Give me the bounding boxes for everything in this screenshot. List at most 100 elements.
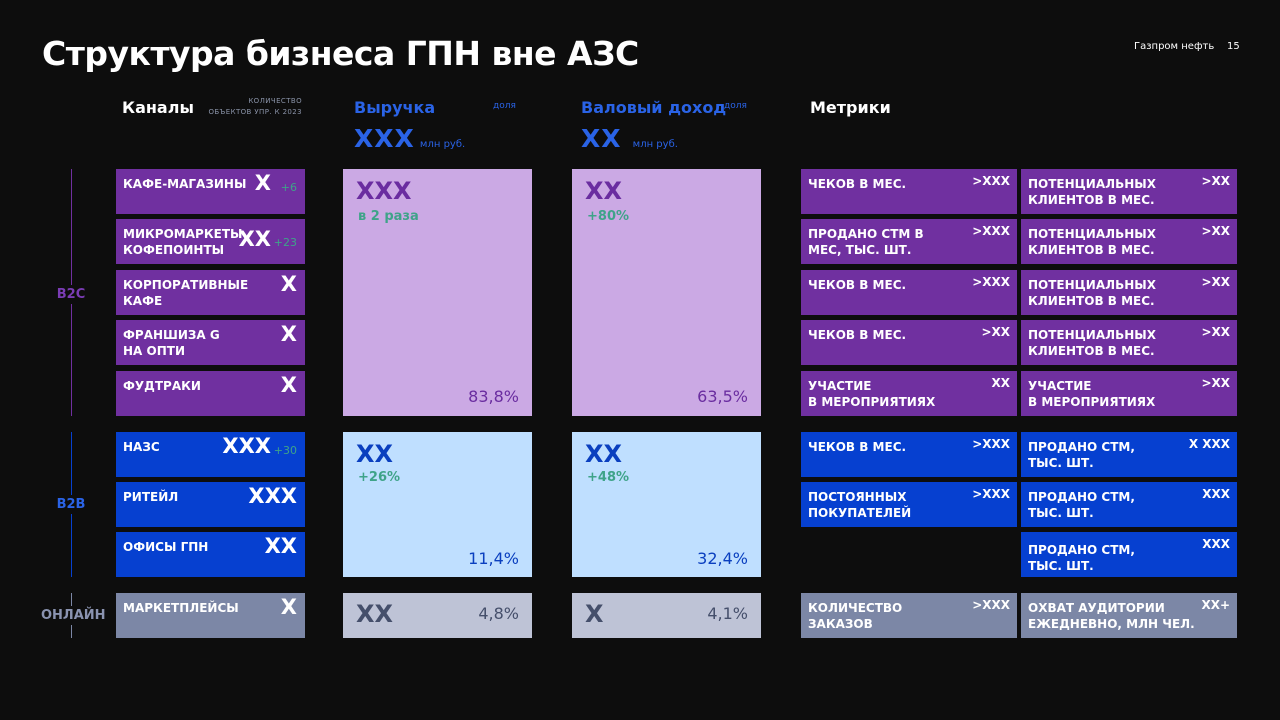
channel-count: Х (280, 373, 297, 397)
gross-online-value: Х (585, 600, 604, 628)
channel-card: Микромаркеты кофепоинты ХХ +23 (116, 219, 305, 264)
channel-name: Фудтраки (123, 379, 201, 393)
gross-heading: Валовый доход (581, 98, 727, 117)
gross-b2b-share: 32,4% (697, 549, 748, 568)
gross-online-share: 4,1% (707, 604, 748, 623)
revenue-heading: Выручка (354, 98, 436, 117)
metric-value: ХХ+ (1201, 598, 1230, 612)
revenue-share-label: доля (493, 101, 516, 111)
revenue-b2c-panel: ХХХ в 2 раза 83,8% (343, 169, 532, 416)
metric-card: Чеков в мес. >ХХХ (801, 432, 1017, 477)
metric-value: >ХХХ (972, 598, 1010, 612)
metric-label: Продано СТМ в мес, тыс. шт. (808, 227, 924, 257)
metric-value: >ХХХ (972, 275, 1010, 289)
channel-count: ХХ (264, 534, 297, 558)
metric-card: Потенциальных клиентов в мес. >ХХ (1021, 219, 1237, 264)
metric-value: >ХХ (981, 325, 1010, 339)
metric-label: Участие в мероприятиях (1028, 379, 1156, 409)
channel-count: ХХХ (248, 484, 297, 508)
channel-name: НАЗС (123, 440, 160, 454)
metric-value: >ХХ (1201, 325, 1230, 339)
metric-label: Продано СТМ, тыс. шт. (1028, 490, 1135, 520)
metric-value: >ХХ (1201, 224, 1230, 238)
gross-b2b-growth: +48% (587, 470, 630, 485)
channel-count: Х (254, 171, 271, 195)
channel-count: Х (280, 272, 297, 296)
metric-label: Потенциальных клиентов в мес. (1028, 328, 1156, 358)
b2b-label: B2B (41, 495, 101, 514)
channel-card: Фудтраки Х (116, 371, 305, 416)
channels-heading: Каналы (122, 98, 194, 117)
brand-label: Газпром нефть (1134, 41, 1215, 52)
gross-b2c-panel: ХХ +80% 63,5% (572, 169, 761, 416)
page-number: 15 (1227, 41, 1240, 52)
gross-b2c-share: 63,5% (697, 387, 748, 406)
metrics-heading: Метрики (810, 98, 891, 117)
metric-label: Постоянных покупателей (808, 490, 912, 520)
metric-value: >ХХХ (972, 487, 1010, 501)
channel-card: Франшиза G на ОПТИ Х (116, 320, 305, 365)
metric-label: Продано СТМ, тыс. шт. (1028, 543, 1135, 573)
channel-count-delta: +23 (273, 236, 297, 249)
channel-card: Корпоративные кафе Х (116, 270, 305, 315)
metric-card: Потенциальных клиентов в мес. >ХХ (1021, 169, 1237, 214)
metric-value: >ХХХ (972, 224, 1010, 238)
channel-card: Маркетплейсы Х (116, 593, 305, 638)
metric-value: >ХХ (1201, 376, 1230, 390)
revenue-b2c-value: ХХХ (356, 177, 412, 205)
gross-b2c-growth: +80% (587, 209, 630, 224)
metric-label: Чеков в мес. (808, 440, 907, 454)
channel-card: НАЗС ХХХ +30 (116, 432, 305, 477)
channel-count: Х (280, 595, 297, 619)
metric-card: Продано СТМ, тыс. шт. ХХХ (1021, 532, 1237, 577)
channel-name: Франшиза G на ОПТИ (123, 328, 220, 358)
channel-card: Офисы ГПН ХХ (116, 532, 305, 577)
metric-card: Чеков в мес. >ХХ (801, 320, 1017, 365)
channel-count: ХХХ (222, 434, 271, 458)
metric-value: >ХХ (1201, 275, 1230, 289)
metric-label: Чеков в мес. (808, 328, 907, 342)
metric-value: Х ХХХ (1188, 437, 1230, 451)
metric-value: ХХХ (1202, 487, 1230, 501)
revenue-b2c-growth: в 2 раза (358, 209, 419, 224)
metric-card: Охват аудитории ежедневно, млн чел. ХХ+ (1021, 593, 1237, 638)
metric-card: Количество заказов >ХХХ (801, 593, 1017, 638)
metric-card: Продано СТМ в мес, тыс. шт. >ХХХ (801, 219, 1017, 264)
gross-b2b-value: ХХ (585, 440, 623, 468)
revenue-b2b-panel: ХХ +26% 11,4% (343, 432, 532, 577)
gross-share-label: доля (724, 101, 747, 111)
revenue-online-panel: ХХ 4,8% (343, 593, 532, 638)
metric-card: Продано СТМ, тыс. шт. Х ХХХ (1021, 432, 1237, 477)
channel-name: Маркетплейсы (123, 601, 239, 615)
metric-card: Чеков в мес. >ХХХ (801, 169, 1017, 214)
revenue-online-value: ХХ (356, 600, 394, 628)
gross-online-panel: Х 4,1% (572, 593, 761, 638)
revenue-b2b-growth: +26% (358, 470, 401, 485)
revenue-b2b-share: 11,4% (468, 549, 519, 568)
metric-value: >ХХХ (972, 437, 1010, 451)
metric-card: Продано СТМ, тыс. шт. ХХХ (1021, 482, 1237, 527)
metric-label: Чеков в мес. (808, 177, 907, 191)
metric-label: Потенциальных клиентов в мес. (1028, 278, 1156, 308)
metric-card: Участие в мероприятиях ХХ (801, 371, 1017, 416)
metric-value: >ХХХ (972, 174, 1010, 188)
metric-label: Потенциальных клиентов в мес. (1028, 177, 1156, 207)
metric-label: Чеков в мес. (808, 278, 907, 292)
metric-value: >ХХ (1201, 174, 1230, 188)
channel-name: Корпоративные кафе (123, 278, 249, 308)
revenue-online-share: 4,8% (478, 604, 519, 623)
gross-b2c-value: ХХ (585, 177, 623, 205)
metric-label: Участие в мероприятиях (808, 379, 936, 409)
channel-count-delta: +6 (280, 181, 297, 194)
metric-card: Чеков в мес. >ХХХ (801, 270, 1017, 315)
channel-card: Ритейл ХХХ (116, 482, 305, 527)
page-title: Структура бизнеса ГПН вне АЗС (42, 34, 639, 73)
count-note: КОЛИЧЕСТВО ОБЪЕКТОВ УПР. К 2023 (208, 97, 302, 116)
channel-count-delta: +30 (273, 444, 297, 457)
metric-value: ХХ (991, 376, 1010, 390)
channel-count: ХХ (238, 227, 271, 251)
metric-card: Потенциальных клиентов в мес. >ХХ (1021, 320, 1237, 365)
metric-label: Охват аудитории ежедневно, млн чел. (1028, 601, 1195, 631)
channel-name: Ритейл (123, 490, 179, 504)
metric-value: ХХХ (1202, 537, 1230, 551)
